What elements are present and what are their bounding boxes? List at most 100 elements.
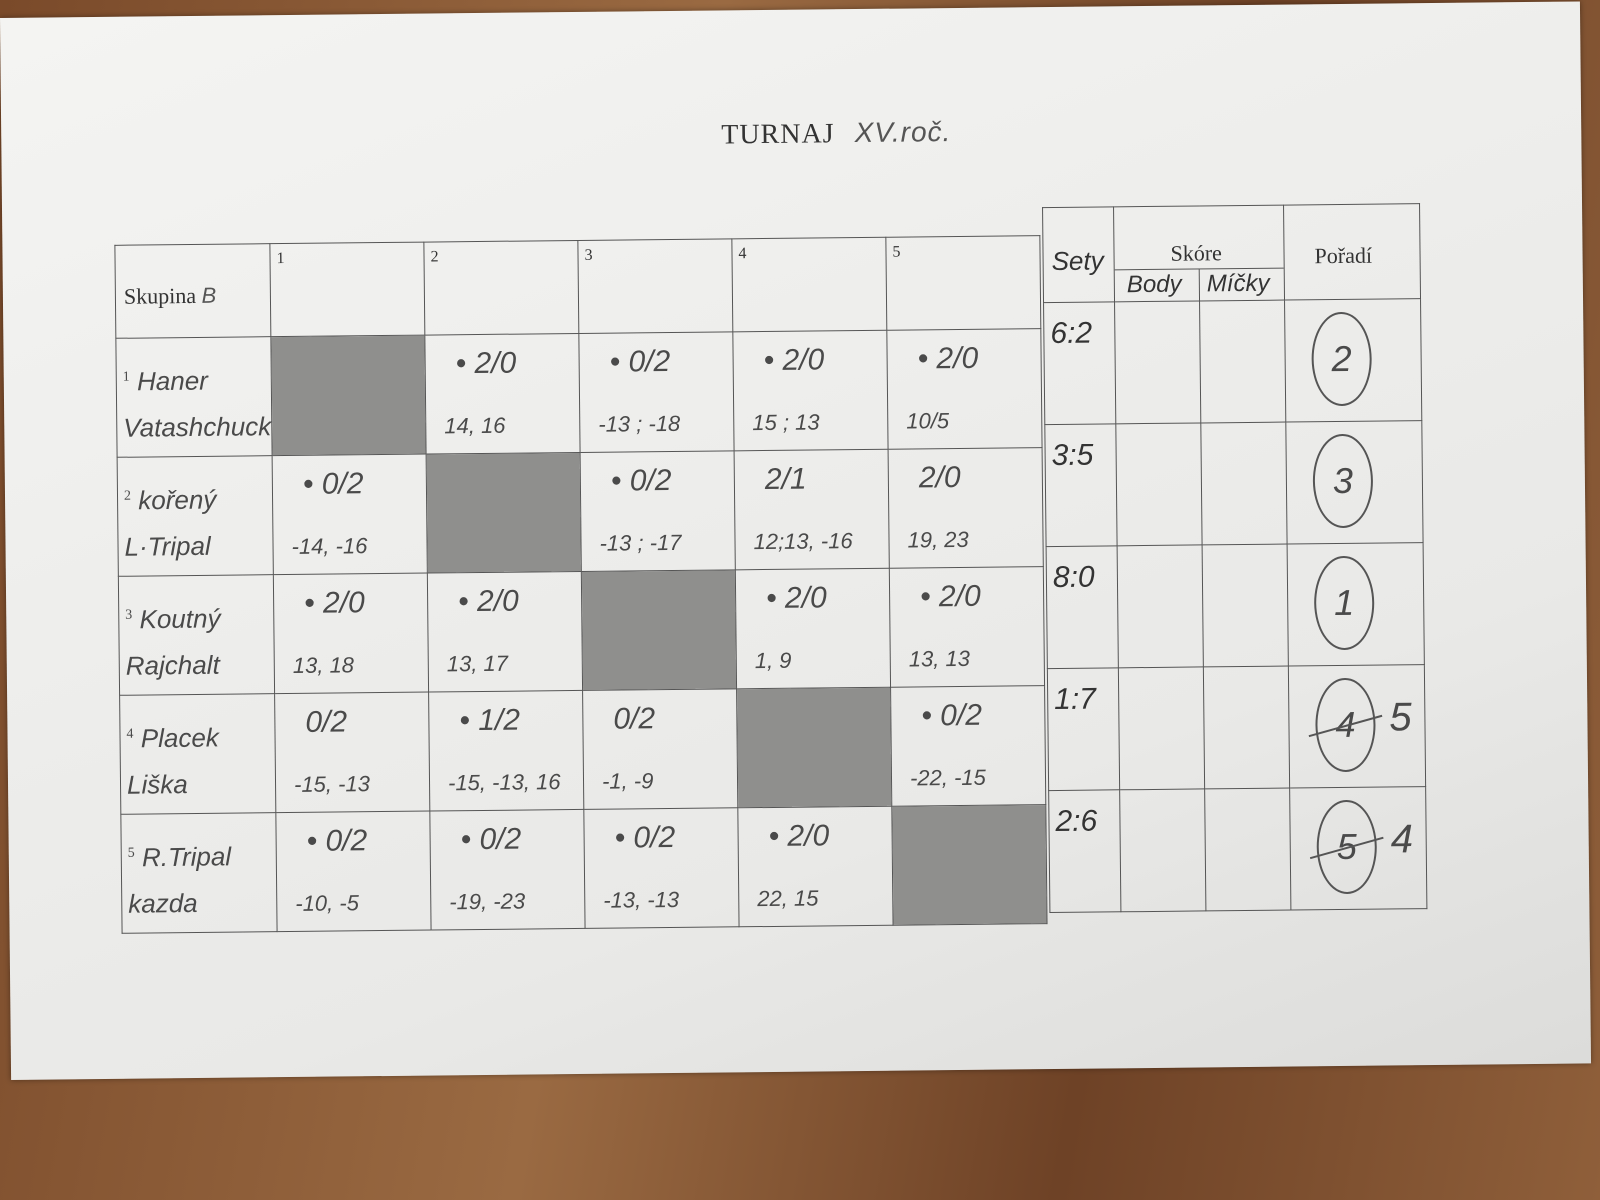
score-label: Skóre — [1170, 240, 1222, 266]
self-match-cell — [426, 452, 582, 574]
match-points: 13, 18 — [292, 652, 355, 678]
sets-cell: 6:2 — [1043, 301, 1116, 425]
group-label: Skupina — [123, 282, 197, 309]
match-sets: 2/1 — [764, 462, 807, 497]
column-number: 3 — [584, 246, 593, 264]
team-cell: 1 Haner Vatashchuck — [115, 336, 273, 458]
rank-cell: 2 — [1284, 298, 1422, 423]
match-cell: • 2/0 13, 18 — [273, 573, 429, 694]
sets-label: Sety — [1051, 245, 1104, 277]
team-cell: 3 Koutný Rajchalt — [118, 574, 275, 696]
balls-cell — [1199, 300, 1286, 423]
match-points: 15 ; 13 — [752, 409, 820, 436]
match-sets: • 0/2 — [614, 820, 676, 855]
match-cell: • 2/0 13, 17 — [427, 571, 583, 693]
match-sets: • 0/2 — [306, 824, 368, 858]
match-cell: • 2/0 13, 13 — [889, 566, 1045, 688]
sets-cell: 8:0 — [1046, 545, 1119, 669]
self-match-cell — [736, 687, 892, 808]
rank-cell: 1 — [1287, 542, 1425, 667]
sets-total: 1:7 — [1054, 682, 1097, 716]
sets-header: Sety — [1042, 206, 1115, 303]
match-points: -22, -15 — [909, 764, 986, 791]
match-sets: • 2/0 — [303, 586, 365, 620]
points-cell — [1119, 788, 1206, 912]
sets-total: 6:2 — [1050, 316, 1093, 351]
balls-cell — [1203, 666, 1290, 789]
summary-row: 3:5 3 — [1044, 420, 1424, 547]
match-cell: • 2/0 15 ; 13 — [732, 330, 889, 451]
rank-circle: 1 — [1313, 555, 1375, 651]
column-header: 4 — [731, 237, 887, 332]
match-sets: • 2/0 — [768, 819, 830, 853]
column-number: 2 — [430, 248, 439, 266]
match-cell: • 0/2 -10, -5 — [275, 811, 432, 932]
match-sets: • 2/0 — [917, 341, 979, 376]
sets-cell: 1:7 — [1047, 667, 1120, 791]
match-points: 1, 9 — [754, 647, 792, 674]
match-sets: • 2/0 — [763, 343, 825, 378]
match-sets: 0/2 — [613, 702, 656, 736]
balls-cell — [1200, 422, 1288, 545]
match-sets: • 1/2 — [459, 703, 521, 738]
summary-row: 8:0 1 — [1046, 542, 1425, 669]
self-match-cell — [891, 804, 1048, 926]
partner-name: kazda — [128, 887, 198, 919]
column-header: 1 — [269, 242, 425, 337]
points-cell — [1114, 300, 1201, 424]
player-name: Placek — [140, 722, 219, 754]
match-points: -1, -9 — [601, 768, 654, 794]
team-number: 5 — [127, 845, 135, 861]
rank-correction: 4 — [1390, 817, 1414, 862]
match-points: -13 ; -17 — [599, 529, 682, 556]
summary-row: 6:2 2 — [1043, 298, 1422, 425]
rank-circle: 5 — [1316, 799, 1378, 895]
partner-name: Rajchalt — [125, 649, 220, 681]
match-cell: • 2/0 22, 15 — [737, 806, 894, 927]
match-cell: • 0/2 -13 ; -18 — [578, 331, 735, 453]
match-sets: • 2/0 — [457, 584, 519, 619]
team-cell: 2 kořený L·Tripal — [117, 455, 274, 577]
table-row: 5 R.Tripal kazda • 0/2 -10, -5 • 0/2 -19, -23… — [120, 804, 1048, 934]
match-points: -14, -16 — [291, 533, 368, 559]
match-points: 13, 13 — [908, 645, 971, 672]
self-match-cell — [581, 569, 737, 691]
rank-header: Pořadí — [1283, 203, 1421, 301]
match-sets: • 0/2 — [302, 467, 364, 501]
sets-total: 3:5 — [1051, 438, 1094, 473]
match-cell: 0/2 -1, -9 — [582, 688, 738, 810]
partner-name: Vatashchuck — [123, 410, 272, 443]
partner-name: Liška — [126, 768, 188, 800]
balls-cell — [1204, 788, 1291, 911]
player-name: Koutný — [139, 603, 221, 635]
match-cell: 0/2 -15, -13 — [274, 692, 430, 813]
summary-table: Sety Skóre Body Míčky Pořadí 6:2 2 3:5 3 8:… — [1042, 203, 1427, 913]
match-sets: • 0/2 — [460, 822, 522, 857]
self-match-cell — [270, 335, 427, 456]
sets-cell: 3:5 — [1044, 423, 1118, 547]
balls-cell — [1202, 544, 1289, 667]
group-header: Skupina B — [114, 243, 271, 339]
match-sets: • 0/2 — [610, 463, 672, 498]
rank-label: Pořadí — [1314, 242, 1373, 269]
match-sets: • 2/0 — [765, 581, 827, 616]
match-cell: • 0/2 -13 ; -17 — [580, 450, 736, 572]
column-number: 1 — [276, 250, 285, 268]
match-cell: • 0/2 -19, -23 — [429, 809, 586, 931]
column-number: 5 — [892, 243, 901, 261]
points-label: Body — [1126, 270, 1182, 299]
match-points: 10/5 — [906, 408, 950, 434]
sets-cell: 2:6 — [1048, 789, 1121, 913]
rank-circle: 4 — [1314, 677, 1376, 773]
match-points: -19, -23 — [449, 888, 526, 915]
match-cell: 2/1 12;13, -16 — [734, 449, 890, 570]
match-points: 13, 17 — [446, 650, 509, 677]
match-cell: • 0/2 -13, -13 — [583, 807, 740, 929]
sets-total: 8:0 — [1052, 560, 1095, 595]
match-cell: 2/0 19, 23 — [888, 447, 1044, 569]
title-printed: TURNAJ — [721, 118, 835, 151]
match-points: 19, 23 — [907, 526, 969, 553]
